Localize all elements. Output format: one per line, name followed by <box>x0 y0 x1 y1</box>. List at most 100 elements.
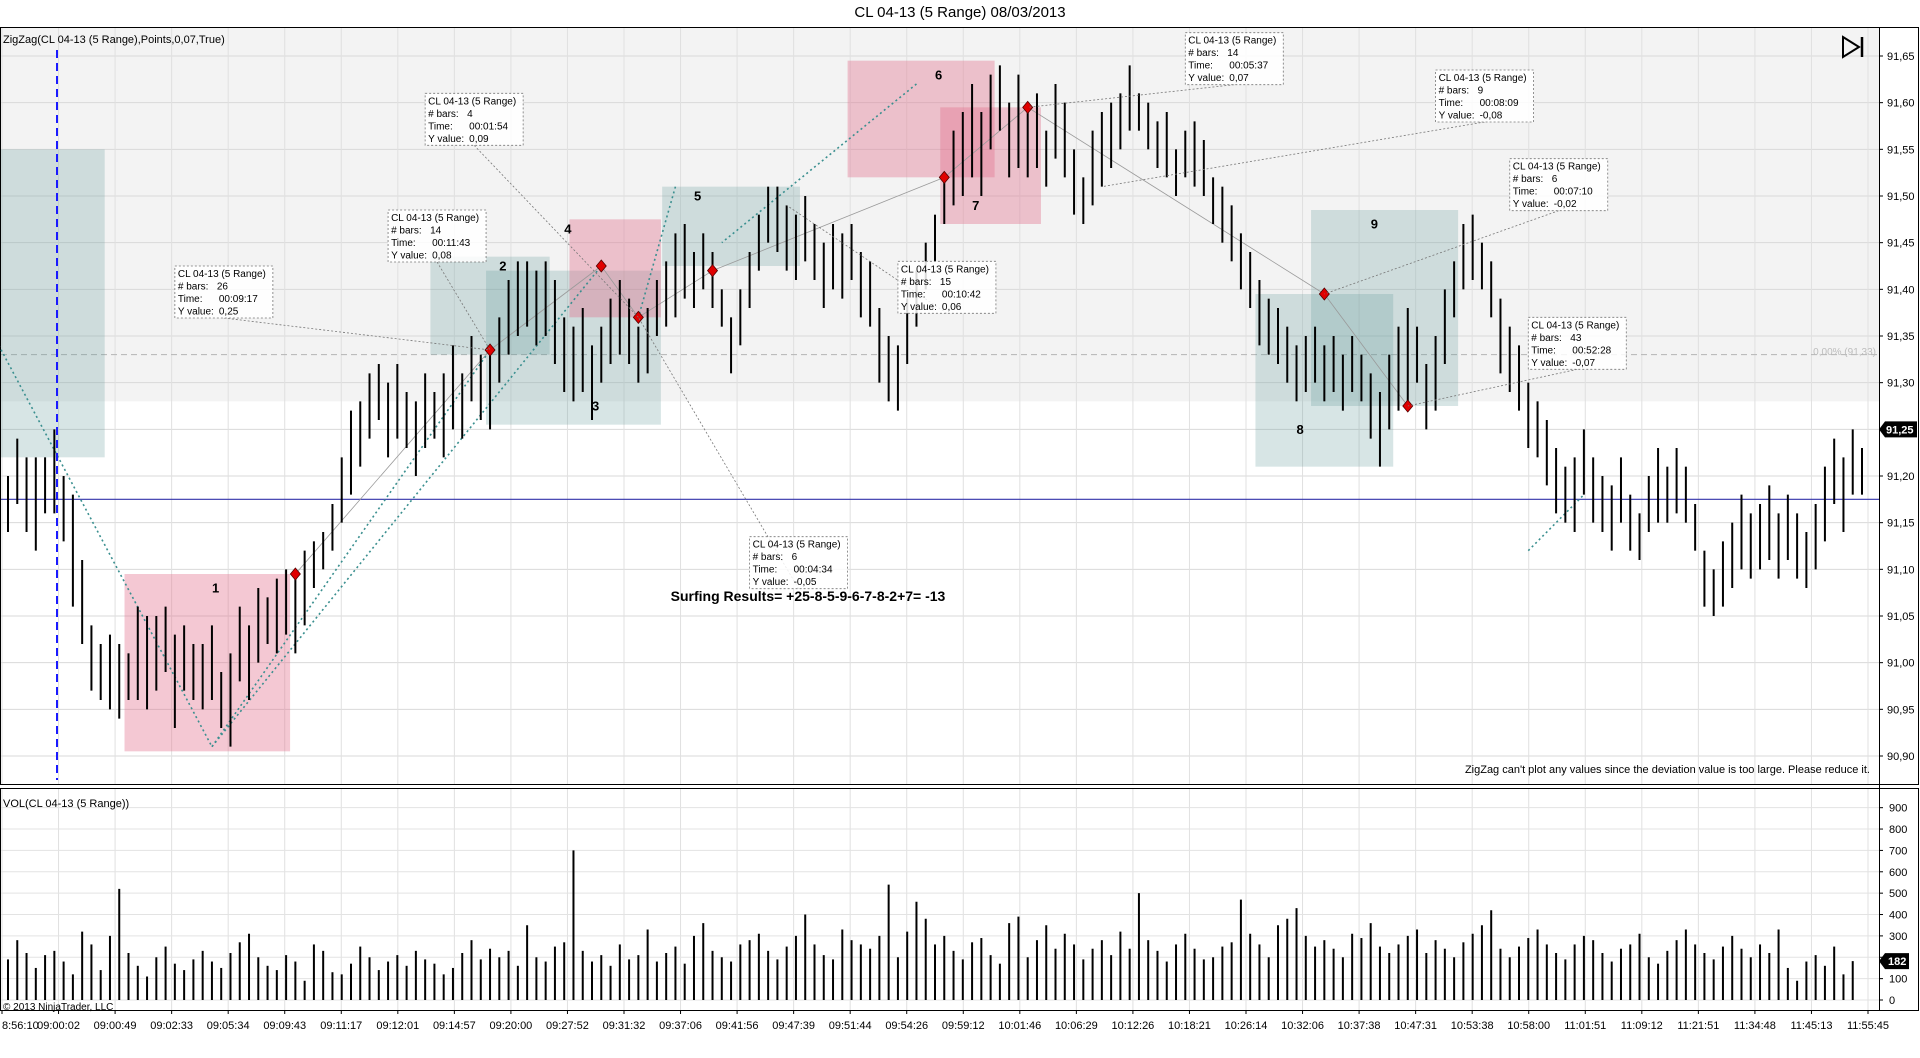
info-box-value: 00:10:42 <box>942 289 981 300</box>
volume-tick-label: 700 <box>1889 845 1907 857</box>
info-box-leader <box>1407 368 1578 407</box>
price-tick-label: 91,65 <box>1887 51 1915 63</box>
volume-tick-label: 500 <box>1889 888 1907 900</box>
info-box-value: 00:52:28 <box>1572 345 1611 356</box>
info-box-label: CL 04-13 (5 Range) <box>178 269 266 280</box>
price-tick-label: 91,40 <box>1887 284 1915 296</box>
info-box-label: Time: <box>1513 187 1538 198</box>
zigzag-marker <box>595 259 607 273</box>
volume-tick-label: 400 <box>1889 910 1907 922</box>
trade-box-left <box>1 149 105 458</box>
price-tick-label: 91,10 <box>1887 564 1915 576</box>
info-box-label: # bars: <box>1188 48 1219 59</box>
info-box-label: CL 04-13 (5 Range) <box>391 213 479 224</box>
zigzag-marker <box>289 567 301 581</box>
box-number-labels: 1 2 3 4 5 6 7 8 9 <box>212 67 1378 595</box>
info-box-value: 00:05:37 <box>1229 61 1268 72</box>
info-box: CL 04-13 (5 Range)# bars: 6 Time: 00:04:34 Y… <box>638 317 848 590</box>
info-box-value: -0,05 <box>794 577 817 588</box>
info-box-value: 0,07 <box>1229 73 1249 84</box>
box-number-9: 9 <box>1371 217 1378 232</box>
info-box-label: Time: <box>1439 98 1464 109</box>
time-tick-label: 10:58:00 <box>1507 1020 1550 1032</box>
time-tick-label: 09:05:34 <box>207 1020 250 1032</box>
info-box-label: # bars: <box>753 552 784 563</box>
trade-box-6 <box>847 60 995 178</box>
info-box-frame <box>174 265 274 319</box>
info-box-value: 00:01:54 <box>469 121 508 132</box>
info-box-value: 26 <box>217 282 229 293</box>
zigzag-line <box>1027 106 1325 295</box>
time-tick-label: 09:00:02 <box>37 1020 80 1032</box>
info-box-value: 4 <box>467 109 473 120</box>
info-box-label: Y value: <box>428 134 464 145</box>
info-box: CL 04-13 (5 Range)# bars: 14 Time: 00:05:37… <box>1027 32 1284 108</box>
info-box-label: Y value: <box>901 302 937 313</box>
time-tick-label: 11:01:51 <box>1564 1020 1606 1032</box>
info-box-label: # bars: <box>901 277 932 288</box>
volume-axis: 9008007006005004003002001000 <box>1879 803 1907 1007</box>
time-tick-label: 09:11:17 <box>320 1020 362 1032</box>
dashed-level-label: 0,00% (91,33) <box>1813 347 1876 358</box>
time-tick-label: 09:02:33 <box>150 1020 193 1032</box>
info-box-label: CL 04-13 (5 Range) <box>1188 36 1276 47</box>
time-tick-label: 10:06:29 <box>1055 1020 1098 1032</box>
zigzag-warning: ZigZag can't plot any values since the d… <box>1465 764 1870 776</box>
time-tick-label: 11:34:48 <box>1734 1020 1776 1032</box>
info-box-frame <box>1435 69 1534 123</box>
info-box-label: CL 04-13 (5 Range) <box>1513 162 1601 173</box>
info-box-value: 00:07:10 <box>1554 187 1593 198</box>
time-tick-label: 09:59:12 <box>942 1020 985 1032</box>
info-box-leader <box>1027 84 1235 108</box>
trade-box-2 <box>430 256 550 355</box>
trade-box-1 <box>124 574 291 752</box>
info-box-value: 00:11:43 <box>432 238 471 249</box>
time-tick-label: 09:51:44 <box>829 1020 872 1032</box>
info-box-frame <box>897 260 997 314</box>
info-box: CL 04-13 (5 Range) # bars: 9 Time: 00:08:09 Y… <box>1101 69 1534 188</box>
svg-text:91,25: 91,25 <box>1886 424 1914 436</box>
trade-box-9 <box>1311 210 1459 406</box>
zigzag-dotted-line <box>211 265 602 748</box>
info-box-value: 6 <box>1552 174 1558 185</box>
info-box-value: 00:08:09 <box>1480 98 1519 109</box>
info-box-leader <box>223 317 491 351</box>
box-number-5: 5 <box>694 189 701 204</box>
price-tick-label: 91,15 <box>1887 518 1915 530</box>
info-box-label: Time: <box>428 121 453 132</box>
zigzag-marker <box>484 343 496 357</box>
info-box-value: 00:09:17 <box>219 294 258 305</box>
time-tick-label: 10:37:38 <box>1338 1020 1381 1032</box>
info-box-leader <box>1101 121 1485 188</box>
box-number-7: 7 <box>972 198 979 213</box>
time-tick-label: 09:31:32 <box>603 1020 646 1032</box>
info-box-label: Y value: <box>1513 199 1549 210</box>
copyright-text: © 2013 NinjaTrader, LLC <box>3 1002 113 1013</box>
time-tick-label: 09:09:43 <box>263 1020 306 1032</box>
price-tick-label: 90,90 <box>1887 751 1915 763</box>
info-box-label: CL 04-13 (5 Range) <box>428 96 516 107</box>
time-tick-label: 10:18:21 <box>1168 1020 1211 1032</box>
time-tick-label: 10:12:26 <box>1111 1020 1154 1032</box>
info-box-label: Time: <box>753 565 778 576</box>
box-number-2: 2 <box>499 259 506 274</box>
price-tick-label: 91,20 <box>1887 471 1915 483</box>
info-box-label: Time: <box>178 294 203 305</box>
time-tick-label: 09:20:00 <box>489 1020 532 1032</box>
time-tick-label: 10:47:31 <box>1394 1020 1437 1032</box>
info-box-label: Y value: <box>1439 111 1475 122</box>
jump-to-end-icon[interactable] <box>1840 34 1866 60</box>
info-box-value: 00:04:34 <box>794 565 833 576</box>
box-number-1: 1 <box>212 581 219 596</box>
info-box-value: 0,06 <box>942 302 962 313</box>
time-tick-label: 09:12:01 <box>376 1020 419 1032</box>
info-box-frame <box>424 92 524 146</box>
info-box-value: 15 <box>940 277 952 288</box>
time-tick-label: 09:41:56 <box>716 1020 759 1032</box>
info-box-value: 14 <box>1227 48 1239 59</box>
info-box-label: Time: <box>391 238 416 249</box>
info-box-value: -0,08 <box>1480 111 1503 122</box>
info-box-label: # bars: <box>1439 86 1470 97</box>
